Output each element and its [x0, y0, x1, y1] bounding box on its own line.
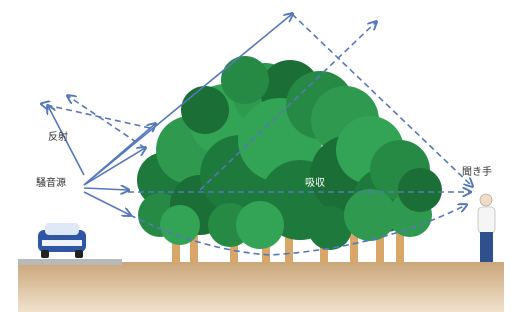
arrow [84, 188, 128, 190]
pants [480, 232, 493, 262]
car-wheel [75, 250, 83, 258]
foliage [181, 86, 229, 134]
foliage [221, 56, 269, 104]
car-bumper [42, 240, 82, 246]
shirt [478, 207, 495, 233]
foliage [236, 201, 284, 249]
sidewalk [18, 259, 122, 265]
reflect-arrow [68, 96, 145, 148]
foliage [344, 189, 396, 241]
noise-source-label: 騒音源 [36, 176, 66, 189]
arrow [84, 192, 130, 215]
foliage [398, 168, 442, 212]
car-window [45, 223, 79, 235]
car-wheel [41, 250, 49, 258]
canopy [137, 56, 442, 250]
listener-label: 聞き手 [462, 165, 492, 178]
listener-figure [478, 194, 495, 262]
car [38, 223, 86, 258]
head [480, 194, 492, 206]
arrow [84, 148, 145, 185]
foliage [160, 205, 200, 245]
absorption-label: 吸収 [305, 177, 325, 189]
reflection-label: 反射 [48, 131, 68, 143]
ground [18, 262, 504, 312]
page: 反射 騒音源 吸収 聞き手 (() => { const data = JSON… [0, 0, 522, 312]
diagram: 反射 騒音源 吸収 聞き手 [0, 0, 522, 312]
